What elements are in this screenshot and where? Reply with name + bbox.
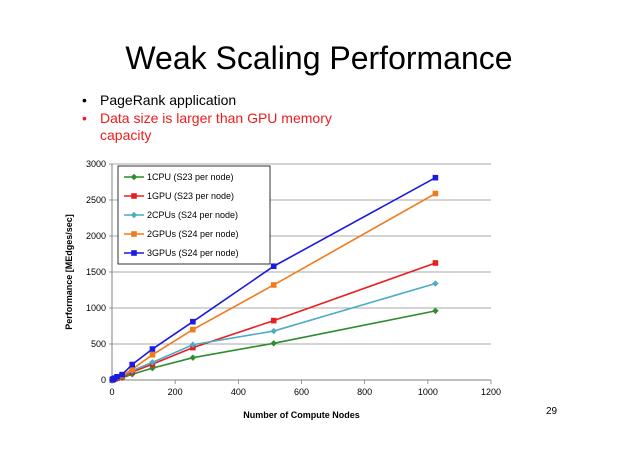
legend-item: 1CPU (S23 per node) bbox=[124, 172, 234, 182]
series-3 bbox=[109, 280, 439, 384]
data-point bbox=[190, 318, 196, 325]
y-tick-label: 2000 bbox=[86, 231, 106, 241]
legend-item: 2CPUs (S24 per node) bbox=[124, 210, 238, 220]
data-point bbox=[432, 260, 439, 266]
bullet-text: PageRank application bbox=[100, 92, 237, 108]
legend-marker bbox=[130, 211, 138, 219]
y-tick-label: 2500 bbox=[86, 195, 106, 205]
y-tick-label: 1000 bbox=[86, 303, 106, 313]
data-point bbox=[432, 174, 439, 181]
legend-label: 1CPU (S23 per node) bbox=[147, 172, 234, 182]
y-axis-label: Performance [MEdges/sec] bbox=[64, 214, 74, 330]
data-point bbox=[129, 366, 136, 372]
legend-marker bbox=[131, 250, 137, 256]
legend-label: 2CPUs (S24 per node) bbox=[147, 210, 238, 220]
data-point bbox=[189, 341, 197, 348]
series-5 bbox=[109, 174, 439, 383]
y-tick-label: 1500 bbox=[86, 267, 106, 277]
legend-marker bbox=[130, 173, 138, 181]
chart-series bbox=[109, 174, 439, 384]
x-tick-label: 0 bbox=[109, 387, 114, 397]
bullet-text: Data size is larger than GPU memory capa… bbox=[100, 110, 332, 143]
data-point bbox=[149, 359, 156, 366]
data-point bbox=[119, 371, 125, 378]
data-point bbox=[114, 373, 120, 380]
legend-label: 1GPU (S23 per node) bbox=[147, 191, 234, 201]
data-point bbox=[149, 346, 156, 352]
x-tick-label: 1200 bbox=[481, 387, 501, 397]
data-point bbox=[190, 326, 196, 333]
legend-label: 2GPUs (S24 per node) bbox=[147, 229, 239, 239]
y-tick-label: 500 bbox=[91, 339, 106, 349]
bullet-item-application: • PageRank application bbox=[82, 92, 370, 109]
bullet-dot-icon: • bbox=[82, 110, 87, 126]
data-point bbox=[149, 352, 156, 358]
y-tick-label: 0 bbox=[101, 375, 106, 385]
data-point bbox=[432, 190, 439, 197]
bullet-list: • PageRank application • Data size is la… bbox=[82, 92, 370, 145]
data-point bbox=[270, 317, 277, 324]
data-point bbox=[270, 340, 277, 347]
data-point bbox=[270, 282, 277, 288]
page-number: 29 bbox=[546, 406, 558, 417]
legend-marker bbox=[131, 231, 137, 237]
slide-title: Weak Scaling Performance bbox=[125, 40, 513, 76]
data-point bbox=[270, 263, 277, 270]
legend-label: 3GPUs (S24 per node) bbox=[147, 248, 239, 258]
data-point bbox=[129, 361, 136, 368]
data-point bbox=[189, 354, 197, 361]
data-point bbox=[432, 280, 439, 287]
x-axis-label: Number of Compute Nodes bbox=[243, 410, 360, 420]
bullet-item-data-size: • Data size is larger than GPU memory ca… bbox=[82, 110, 370, 144]
x-tick-label: 400 bbox=[231, 387, 246, 397]
x-tick-label: 1000 bbox=[418, 387, 438, 397]
chart-axes: 0 500 1000 1500 2000 2500 3000 0 200 400 600 800 100… bbox=[86, 159, 501, 397]
chart-legend: 1CPU (S23 per node) 1GPU (S23 per node) 2C… bbox=[117, 165, 271, 265]
data-point bbox=[432, 307, 439, 315]
legend-item: 1GPU (S23 per node) bbox=[124, 191, 234, 201]
data-point bbox=[270, 327, 277, 335]
legend-item: 3GPUs (S24 per node) bbox=[124, 248, 239, 258]
x-tick-label: 600 bbox=[294, 387, 309, 397]
x-tick-label: 200 bbox=[168, 387, 183, 397]
legend-item: 2GPUs (S24 per node) bbox=[124, 229, 239, 239]
y-tick-label: 3000 bbox=[86, 159, 106, 169]
bullet-dot-icon: • bbox=[82, 92, 87, 108]
series-2 bbox=[109, 260, 439, 383]
legend-marker bbox=[131, 193, 137, 199]
x-tick-label: 800 bbox=[357, 387, 372, 397]
